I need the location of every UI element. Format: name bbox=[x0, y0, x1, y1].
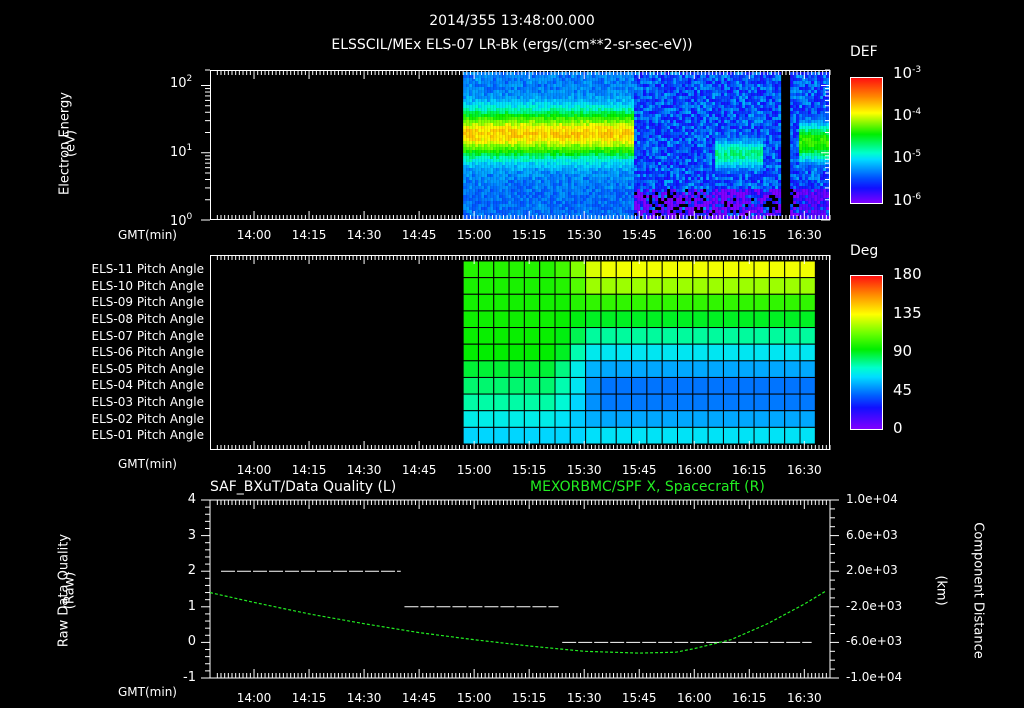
deg-colorbar-tick: 0 bbox=[893, 419, 903, 437]
xtick-label: 16:30 bbox=[787, 463, 822, 477]
left-ytick: -1 bbox=[183, 670, 196, 685]
xtick-label: 14:00 bbox=[236, 691, 272, 705]
ytick-1e0: 100 bbox=[170, 212, 193, 229]
panel2-ticks bbox=[216, 255, 831, 450]
deg-colorbar-tick: 45 bbox=[893, 380, 913, 399]
def-tick-1e-3: 10-3 bbox=[893, 64, 922, 82]
right-ytick: 2.0e+03 bbox=[846, 563, 898, 578]
ytick-1e1: 101 bbox=[170, 143, 193, 160]
xtick-label: 16:00 bbox=[676, 463, 712, 477]
xtick-label: 14:15 bbox=[291, 228, 327, 242]
right-ytick: -6.0e+03 bbox=[846, 634, 903, 649]
plot-subtitle: ELSSCIL/MEx ELS-07 LR-Bk (ergs/(cm**2-sr… bbox=[331, 37, 693, 53]
xtick-label: 15:15 bbox=[511, 691, 547, 705]
right-ytick: -2.0e+03 bbox=[846, 598, 903, 613]
panel3-left-title: SAF_BXuT/Data Quality (L) bbox=[210, 479, 397, 495]
panel3-ylabel-right-1: Component Distance bbox=[970, 522, 986, 659]
def-tick-1e-4: 10-4 bbox=[893, 106, 922, 124]
ytick-1e2: 102 bbox=[170, 74, 193, 91]
xtick-label: 15:30 bbox=[566, 463, 602, 477]
panel2-xlabel: GMT(min) bbox=[118, 457, 177, 471]
panel3-right-title: MEXORBMC/SPF X, Spacecraft (R) bbox=[530, 479, 765, 495]
xtick-label: 16:15 bbox=[731, 691, 767, 705]
xtick-label: 14:30 bbox=[346, 463, 382, 477]
data-quality-line-plot bbox=[201, 499, 839, 679]
xtick-label: 14:45 bbox=[401, 228, 437, 242]
pitch-angle-row-label: ELS-05 Pitch Angle bbox=[91, 361, 204, 376]
xtick-label: 14:30 bbox=[346, 691, 382, 705]
def-colorbar-title: DEF bbox=[850, 44, 878, 60]
left-ytick: 2 bbox=[187, 563, 196, 579]
pitch-angle-row-label: ELS-11 Pitch Angle bbox=[91, 262, 204, 276]
pitch-angle-row-label: ELS-08 Pitch Angle bbox=[91, 311, 204, 326]
xtick-label: 14:15 bbox=[291, 463, 327, 477]
xtick-label: 16:15 bbox=[731, 228, 767, 242]
xtick-label: 16:15 bbox=[731, 463, 767, 477]
xtick-label: 15:45 bbox=[621, 228, 657, 242]
xtick-label: 14:30 bbox=[346, 228, 382, 242]
panel3-ylabel-right-2: (km) bbox=[933, 575, 949, 606]
pitch-angle-row-label: ELS-01 Pitch Angle bbox=[91, 428, 204, 443]
def-tick-1e-6: 10-6 bbox=[893, 191, 922, 209]
xtick-label: 14:15 bbox=[291, 691, 327, 705]
pitch-angle-heatmap bbox=[462, 260, 816, 445]
pitch-angle-row-label: ELS-10 Pitch Angle bbox=[91, 278, 204, 293]
xtick-label: 16:30 bbox=[787, 228, 822, 242]
deg-colorbar-tick: 90 bbox=[893, 342, 913, 360]
pitch-angle-row-label: ELS-04 Pitch Angle bbox=[91, 378, 204, 393]
panel1-xlabel: GMT(min) bbox=[118, 228, 177, 242]
panel3-ylabel-2: (Raw) bbox=[62, 571, 78, 610]
energy-spectrogram bbox=[463, 72, 830, 219]
right-ytick: -1.0e+04 bbox=[846, 670, 903, 684]
xtick-label: 15:00 bbox=[456, 691, 492, 705]
xtick-label: 16:00 bbox=[676, 691, 712, 705]
panel3-xlabel: GMT(min) bbox=[118, 685, 177, 699]
def-tick-1e-5: 10-5 bbox=[893, 148, 922, 166]
xtick-label: 15:00 bbox=[456, 228, 492, 242]
pitch-angle-row-label: ELS-07 Pitch Angle bbox=[91, 328, 204, 343]
xtick-label: 16:00 bbox=[676, 228, 712, 242]
deg-colorbar-title: Deg bbox=[850, 243, 879, 259]
xtick-label: 15:45 bbox=[621, 691, 657, 705]
xtick-label: 14:00 bbox=[236, 463, 272, 477]
left-ytick: 0 bbox=[187, 634, 196, 650]
xtick-label: 16:30 bbox=[787, 691, 822, 705]
plot-timestamp: 2014/355 13:48:00.000 bbox=[429, 13, 595, 29]
xtick-label: 15:30 bbox=[566, 228, 602, 242]
xtick-label: 15:45 bbox=[621, 463, 657, 477]
xtick-label: 14:00 bbox=[236, 228, 272, 242]
xtick-label: 15:00 bbox=[456, 463, 492, 477]
left-ytick: 4 bbox=[187, 492, 196, 507]
pitch-angle-row-label: ELS-02 Pitch Angle bbox=[91, 411, 204, 426]
deg-colorbar-tick: 135 bbox=[893, 303, 922, 322]
xtick-label: 15:15 bbox=[511, 463, 547, 477]
deg-colorbar bbox=[850, 275, 883, 430]
left-ytick: 1 bbox=[187, 598, 196, 614]
right-ytick: 6.0e+03 bbox=[846, 527, 898, 542]
pitch-angle-row-label: ELS-09 Pitch Angle bbox=[91, 295, 204, 310]
pitch-angle-row-label: ELS-03 Pitch Angle bbox=[91, 395, 204, 410]
panel1-ylabel-2: (eV) bbox=[63, 129, 79, 158]
right-ytick: 1.0e+04 bbox=[846, 492, 898, 506]
xtick-label: 15:15 bbox=[511, 228, 547, 242]
def-colorbar bbox=[850, 77, 883, 204]
xtick-label: 15:30 bbox=[566, 691, 602, 705]
xtick-label: 14:45 bbox=[401, 691, 437, 705]
panel1-ticks bbox=[201, 69, 831, 221]
left-ytick: 3 bbox=[187, 527, 196, 543]
pitch-angle-row-label: ELS-06 Pitch Angle bbox=[91, 345, 204, 360]
deg-colorbar-tick: 180 bbox=[893, 265, 922, 283]
xtick-label: 14:45 bbox=[401, 463, 437, 477]
